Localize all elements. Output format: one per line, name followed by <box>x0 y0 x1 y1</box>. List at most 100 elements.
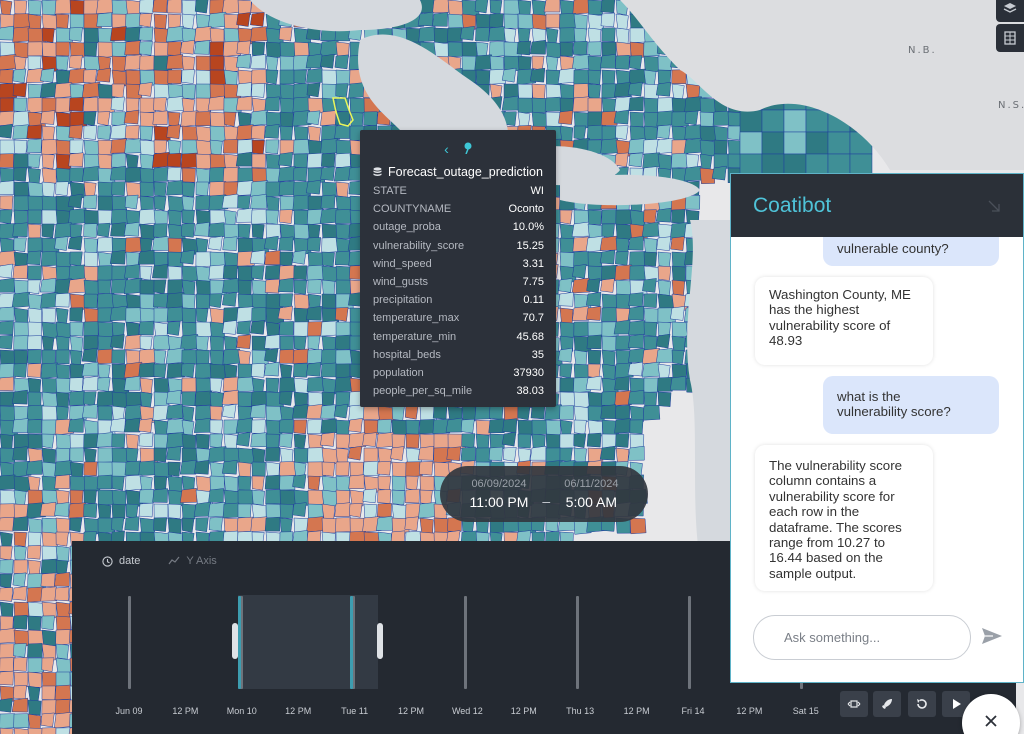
county-cell[interactable] <box>419 419 436 435</box>
county-cell[interactable] <box>81 403 98 419</box>
county-cell[interactable] <box>69 489 84 505</box>
county-cell[interactable] <box>12 586 28 601</box>
county-cell[interactable] <box>179 459 197 475</box>
county-cell[interactable] <box>83 391 97 406</box>
county-cell[interactable] <box>27 41 43 57</box>
county-cell[interactable] <box>531 0 546 16</box>
county-cell[interactable] <box>181 181 196 198</box>
county-cell[interactable] <box>237 363 253 379</box>
county-cell[interactable] <box>194 222 210 237</box>
county-cell[interactable] <box>349 97 367 114</box>
county-cell[interactable] <box>587 349 602 365</box>
county-cell[interactable] <box>97 279 112 295</box>
county-cell[interactable] <box>349 461 364 477</box>
county-cell[interactable] <box>279 363 293 380</box>
county-cell[interactable] <box>139 489 154 504</box>
county-cell[interactable] <box>221 459 238 475</box>
county-cell[interactable] <box>0 0 13 16</box>
county-cell[interactable] <box>320 404 336 419</box>
county-cell[interactable] <box>138 502 154 518</box>
county-cell[interactable] <box>321 391 335 407</box>
county-cell[interactable] <box>559 335 574 352</box>
time-field-selector[interactable]: date <box>102 555 140 567</box>
county-cell[interactable] <box>250 432 267 448</box>
county-cell[interactable] <box>181 209 195 225</box>
county-cell[interactable] <box>0 531 13 549</box>
county-cell[interactable] <box>251 139 265 155</box>
county-cell[interactable] <box>601 125 617 141</box>
county-cell[interactable] <box>671 335 686 352</box>
county-cell[interactable] <box>138 12 153 28</box>
county-cell[interactable] <box>0 657 14 672</box>
county-cell[interactable] <box>40 712 55 728</box>
county-cell[interactable] <box>627 235 644 251</box>
county-cell[interactable] <box>0 587 14 602</box>
county-cell[interactable] <box>138 418 153 433</box>
county-cell[interactable] <box>12 68 27 84</box>
county-cell[interactable] <box>12 418 29 433</box>
county-cell[interactable] <box>236 12 251 27</box>
county-cell[interactable] <box>488 418 505 434</box>
county-cell[interactable] <box>264 96 280 112</box>
county-cell[interactable] <box>109 305 128 322</box>
county-cell[interactable] <box>305 53 323 69</box>
county-cell[interactable] <box>251 223 265 239</box>
county-cell[interactable] <box>432 418 451 435</box>
county-cell[interactable] <box>125 13 143 29</box>
county-cell[interactable] <box>27 363 42 378</box>
county-cell[interactable] <box>320 418 338 434</box>
county-cell[interactable] <box>0 713 16 729</box>
county-cell[interactable] <box>670 152 689 169</box>
county-cell[interactable] <box>27 531 42 547</box>
county-cell[interactable] <box>179 39 195 55</box>
county-cell[interactable] <box>627 81 643 97</box>
county-cell[interactable] <box>600 278 615 293</box>
county-cell[interactable] <box>13 713 29 729</box>
county-cell[interactable] <box>139 41 153 56</box>
county-cell[interactable] <box>517 13 534 30</box>
county-cell[interactable] <box>614 376 630 391</box>
county-cell[interactable] <box>643 69 657 86</box>
county-cell[interactable] <box>181 83 196 99</box>
county-cell[interactable] <box>684 110 699 126</box>
county-cell[interactable] <box>27 615 42 631</box>
table-button[interactable] <box>996 24 1024 52</box>
county-cell[interactable] <box>166 418 185 434</box>
county-cell[interactable] <box>489 69 507 85</box>
county-cell[interactable] <box>0 110 16 126</box>
county-cell[interactable] <box>40 558 58 574</box>
county-cell[interactable] <box>307 489 324 506</box>
county-cell[interactable] <box>41 41 57 58</box>
county-cell[interactable] <box>250 12 265 27</box>
county-cell[interactable] <box>54 292 70 308</box>
county-cell[interactable] <box>363 447 379 463</box>
county-cell[interactable] <box>0 376 14 392</box>
county-cell[interactable] <box>40 586 58 602</box>
county-cell[interactable] <box>307 433 323 450</box>
county-cell[interactable] <box>292 166 308 182</box>
county-cell[interactable] <box>181 223 195 238</box>
county-cell[interactable] <box>573 447 587 464</box>
county-cell[interactable] <box>279 391 293 406</box>
county-cell[interactable] <box>335 307 349 322</box>
county-cell[interactable] <box>13 727 30 734</box>
chat-input[interactable]: Ask something... <box>753 615 971 660</box>
county-cell[interactable] <box>572 306 590 321</box>
county-cell[interactable] <box>655 81 672 97</box>
county-cell[interactable] <box>613 319 631 335</box>
county-cell[interactable] <box>41 405 58 422</box>
county-cell[interactable] <box>0 545 13 561</box>
county-cell[interactable] <box>629 27 646 43</box>
county-cell[interactable] <box>264 516 281 532</box>
county-cell[interactable] <box>265 69 279 85</box>
county-cell[interactable] <box>12 124 30 140</box>
county-cell[interactable] <box>125 503 139 519</box>
county-cell[interactable] <box>321 293 337 309</box>
county-cell[interactable] <box>335 433 351 449</box>
county-cell[interactable] <box>54 586 70 602</box>
county-cell[interactable] <box>0 727 14 734</box>
county-cell[interactable] <box>335 475 351 492</box>
county-cell[interactable] <box>251 307 267 322</box>
county-cell[interactable] <box>222 320 238 335</box>
county-cell[interactable] <box>405 475 419 491</box>
